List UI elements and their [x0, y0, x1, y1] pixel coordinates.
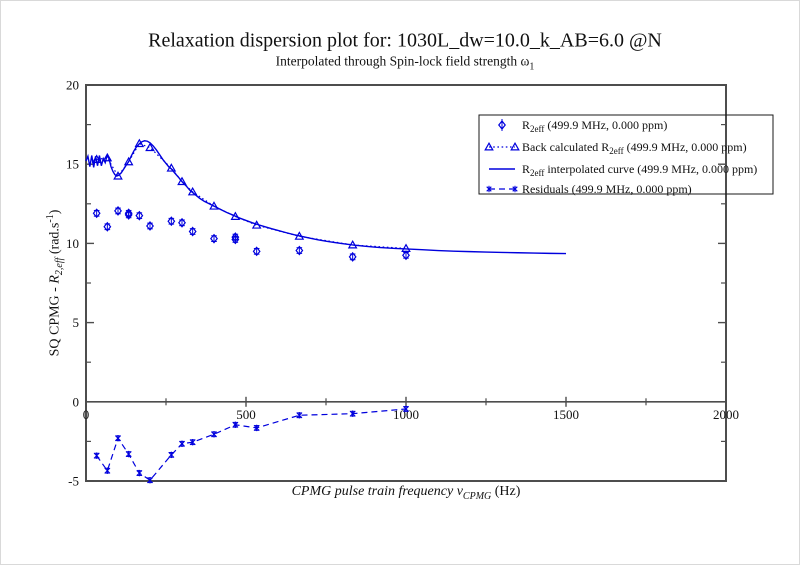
y-axis-title: SQ CPMG - R2,eff (rad.s-1) — [45, 210, 65, 357]
series-3-star-marker — [115, 435, 121, 441]
series-3-star-marker — [211, 431, 217, 437]
x-axis-title: CPMG pulse train frequency νCPMG (Hz) — [292, 484, 521, 502]
y-tick-label: 0 — [73, 394, 80, 409]
y-axis-title-text: SQ CPMG - — [47, 283, 63, 357]
series-0-diamond-marker — [135, 210, 144, 221]
series-1-triangle-marker — [134, 138, 145, 148]
series-1-triangle-marker — [123, 156, 134, 166]
y-axis-title-superscript: -1 — [44, 214, 56, 223]
series-1-triangle-marker — [102, 152, 113, 162]
series-0-diamond-marker — [92, 208, 101, 219]
legend-entry-1-label: Back calculated R2eff (499.9 MHz, 0.000 … — [522, 140, 747, 156]
series-3-star-marker — [179, 441, 185, 447]
x-tick-label: 0 — [83, 407, 90, 422]
legend-entry-3-star-marker — [486, 186, 492, 192]
series-3-star-marker — [403, 406, 409, 412]
legend-entry-2-label: R2eff interpolated curve (499.9 MHz, 0.0… — [522, 162, 757, 178]
series-0-diamond-marker — [348, 251, 357, 262]
series-0-diamond-marker — [146, 221, 154, 231]
series-0-diamond-marker — [167, 216, 176, 227]
series-0-diamond-marker — [231, 232, 240, 243]
y-tick-label: 5 — [73, 315, 80, 330]
x-tick-label: 2000 — [713, 407, 739, 422]
series-1-triangle-marker — [401, 243, 411, 252]
series-0-diamond-marker — [402, 250, 410, 261]
x-axis-title-subscript: CPMG — [462, 490, 492, 502]
plot-subtitle: Interpolated through Spin-lock field str… — [276, 54, 535, 73]
legend-box — [478, 114, 774, 195]
series-3-star-marker — [93, 452, 100, 459]
y-axis-title-close: ) — [47, 209, 63, 215]
y-axis-title-r: R — [47, 275, 63, 284]
series-0-diamond-marker — [210, 233, 218, 244]
series-3-star-marker — [136, 470, 143, 476]
series-3-star-marker — [253, 425, 260, 431]
series-3-star-marker — [147, 477, 153, 483]
series-3-star-marker — [296, 412, 303, 418]
legend-entry-0-diamond-marker — [498, 120, 506, 130]
series-0-diamond-marker — [114, 205, 122, 216]
series-3-star-marker — [125, 451, 132, 457]
legend-entry-1-triangle-marker — [510, 141, 520, 151]
y-tick-label: 10 — [66, 236, 79, 251]
series-3-star-marker — [104, 468, 111, 474]
y-axis-title-subscript: 2,eff — [54, 257, 66, 276]
series-0-diamond-marker — [252, 246, 261, 257]
series-1-line — [96, 142, 407, 250]
x-tick-label: 1500 — [553, 407, 579, 422]
series-2-line — [85, 140, 567, 255]
x-tick-label: 1000 — [393, 407, 419, 422]
legend-entry-3-label: Residuals (499.9 MHz, 0.000 ppm) — [522, 182, 692, 196]
series-0-diamond-marker — [178, 217, 186, 228]
x-tick-label: 500 — [236, 407, 256, 422]
series-3-star-marker — [168, 452, 175, 458]
series-0-diamond-marker — [124, 209, 133, 220]
legend-entry-3-star-marker — [512, 186, 518, 192]
series-3-star-marker — [349, 410, 356, 417]
series-3-star-marker — [189, 439, 196, 445]
y-axis-title-units: (rad.s — [47, 222, 63, 258]
series-0-diamond-marker — [124, 208, 133, 219]
series-0-diamond-marker — [103, 221, 112, 232]
subtitle-subscript: 1 — [529, 61, 535, 73]
legend-entry-1-triangle-marker — [484, 141, 494, 151]
x-axis-title-units: (Hz) — [491, 484, 521, 500]
series-0-diamond-marker — [188, 226, 197, 237]
legend-entry-0-label: R2eff (499.9 MHz, 0.000 ppm) — [522, 118, 667, 134]
series-0-diamond-marker — [295, 245, 304, 256]
series-1-triangle-marker — [177, 176, 187, 186]
plot-title: Relaxation dispersion plot for: 1030L_dw… — [148, 29, 662, 52]
series-3-star-marker — [232, 422, 239, 428]
x-axis-title-text: CPMG pulse train frequency ν — [291, 484, 463, 500]
y-tick-label: -5 — [68, 474, 79, 489]
y-tick-label: 15 — [66, 157, 79, 172]
subtitle-text: Interpolated through Spin-lock field str… — [275, 53, 530, 69]
y-tick-label: 20 — [66, 78, 79, 93]
series-1-triangle-marker — [145, 142, 155, 152]
